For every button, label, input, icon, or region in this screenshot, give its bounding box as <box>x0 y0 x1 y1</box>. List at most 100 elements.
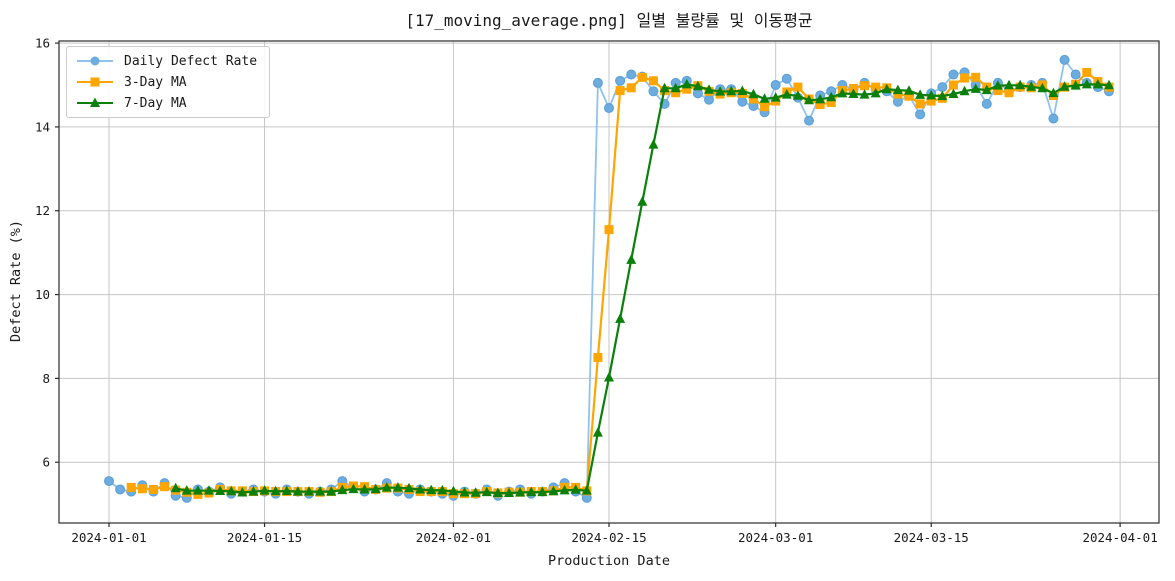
triangle-marker-icon <box>381 482 392 492</box>
square-marker-icon <box>760 102 770 112</box>
triangle-marker-icon <box>259 485 270 495</box>
triangle-marker-icon <box>281 485 292 495</box>
triangle-marker-icon <box>1092 78 1103 89</box>
square-marker-icon <box>926 96 936 106</box>
triangle-marker-icon <box>781 89 792 99</box>
y-tick-label: 10 <box>35 287 50 302</box>
triangle-marker-icon <box>704 84 714 94</box>
square-marker-icon <box>671 88 681 98</box>
triangle-marker-icon <box>848 88 859 98</box>
square-marker-icon <box>682 84 692 94</box>
square-marker-icon <box>615 86 625 96</box>
circle-marker-icon <box>90 56 100 66</box>
triangle-marker-icon <box>526 486 537 497</box>
triangle-marker-icon <box>370 483 381 494</box>
triangle-marker-icon <box>326 486 337 496</box>
y-tick-label: 12 <box>35 203 50 218</box>
triangle-marker-icon <box>681 78 692 89</box>
triangle-marker-icon <box>715 86 726 96</box>
triangle-marker-icon <box>426 484 437 495</box>
square-marker-icon <box>1082 67 1092 77</box>
triangle-marker-icon <box>404 482 414 493</box>
square-marker-icon <box>971 72 981 82</box>
circle-marker-icon <box>981 98 992 109</box>
square-marker-icon <box>126 482 136 492</box>
triangle-marker-icon <box>726 85 737 96</box>
triangle-marker-icon <box>759 93 770 103</box>
triangle-marker-icon <box>1070 80 1081 90</box>
triangle-marker-icon <box>248 486 259 496</box>
legend-label-7day: 7-Day MA <box>124 95 187 111</box>
triangle-marker-icon <box>504 487 514 498</box>
legend-swatch-3day <box>77 77 113 87</box>
chart-title: [17_moving_average.png] 일별 불량률 및 이동평균 <box>405 11 813 30</box>
circle-marker-icon <box>948 69 959 80</box>
triangle-marker-icon <box>937 90 948 101</box>
circle-marker-icon <box>115 484 126 495</box>
triangle-marker-icon <box>437 484 448 495</box>
square-marker-icon <box>626 83 636 93</box>
triangle-marker-icon <box>859 89 870 99</box>
square-marker-icon <box>815 100 825 110</box>
triangle-marker-icon <box>737 85 748 95</box>
x-tick-label: 2024-03-15 <box>894 530 969 545</box>
series-line-3-day-ma <box>131 71 1110 496</box>
triangle-marker-icon <box>181 485 192 495</box>
y-tick-label: 8 <box>42 371 50 386</box>
circle-marker-icon <box>104 476 114 487</box>
square-marker-icon <box>793 82 803 92</box>
series-line-7-day-ma <box>175 83 1110 495</box>
square-marker-icon <box>860 81 870 91</box>
square-marker-icon <box>160 482 170 492</box>
x-tick-label: 2024-04-01 <box>1082 530 1157 545</box>
triangle-marker-icon <box>670 82 681 93</box>
triangle-marker-icon <box>1081 78 1092 89</box>
triangle-marker-icon <box>604 372 614 382</box>
triangle-marker-icon <box>804 94 814 105</box>
square-marker-icon <box>648 76 658 86</box>
triangle-marker-icon <box>792 90 803 100</box>
y-tick-label: 14 <box>35 119 50 134</box>
triangle-marker-icon <box>1015 79 1026 90</box>
x-axis-label: Production Date <box>548 553 670 569</box>
square-marker-icon <box>915 99 925 109</box>
triangle-marker-icon <box>581 485 592 495</box>
triangle-marker-icon <box>970 83 981 93</box>
legend-entry-3-day-ma: 3-Day MA <box>75 73 257 91</box>
triangle-marker-icon <box>359 483 370 494</box>
circle-marker-icon <box>781 73 792 84</box>
triangle-marker-icon <box>304 486 314 496</box>
triangle-marker-icon <box>837 87 848 98</box>
triangle-marker-icon <box>992 80 1003 90</box>
triangle-marker-icon <box>570 484 581 494</box>
legend-label-daily: Daily Defect Rate <box>124 53 258 69</box>
circle-marker-icon <box>592 77 603 88</box>
circle-marker-icon <box>770 80 781 91</box>
triangle-marker-icon <box>981 84 992 95</box>
square-marker-icon <box>90 77 100 87</box>
x-tick-label: 2024-03-01 <box>738 530 813 545</box>
triangle-marker-icon <box>1059 81 1070 91</box>
square-marker-icon <box>604 225 614 235</box>
triangle-marker-icon <box>192 485 203 495</box>
square-marker-icon <box>904 91 914 101</box>
y-axis-label: Defect Rate (%) <box>8 220 24 342</box>
triangle-marker-icon <box>626 254 637 264</box>
triangle-marker-icon <box>337 484 348 495</box>
triangle-marker-icon <box>815 93 826 104</box>
triangle-marker-icon <box>348 483 359 494</box>
square-marker-icon <box>593 352 603 362</box>
triangle-marker-icon <box>237 486 248 497</box>
triangle-marker-icon <box>592 427 603 437</box>
square-marker-icon <box>1004 88 1014 98</box>
square-marker-icon <box>960 73 970 83</box>
x-tick-label: 2024-01-01 <box>71 530 146 545</box>
triangle-marker-icon <box>537 486 548 497</box>
circle-marker-icon <box>1070 69 1081 80</box>
circle-marker-icon <box>704 94 714 105</box>
circle-marker-icon <box>626 69 637 80</box>
circle-marker-icon <box>1059 54 1070 65</box>
triangle-marker-icon <box>959 85 970 96</box>
